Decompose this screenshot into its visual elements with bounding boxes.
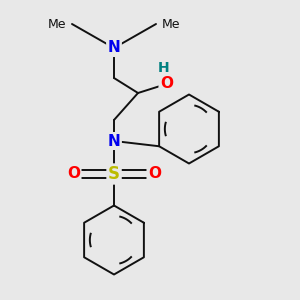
Text: H: H (158, 61, 169, 74)
Text: N: N (108, 40, 120, 56)
Text: S: S (108, 165, 120, 183)
Text: O: O (67, 167, 80, 182)
Text: N: N (108, 134, 120, 148)
Text: Me: Me (162, 17, 181, 31)
Text: O: O (160, 76, 173, 92)
Text: Me: Me (47, 17, 66, 31)
Text: O: O (148, 167, 161, 182)
